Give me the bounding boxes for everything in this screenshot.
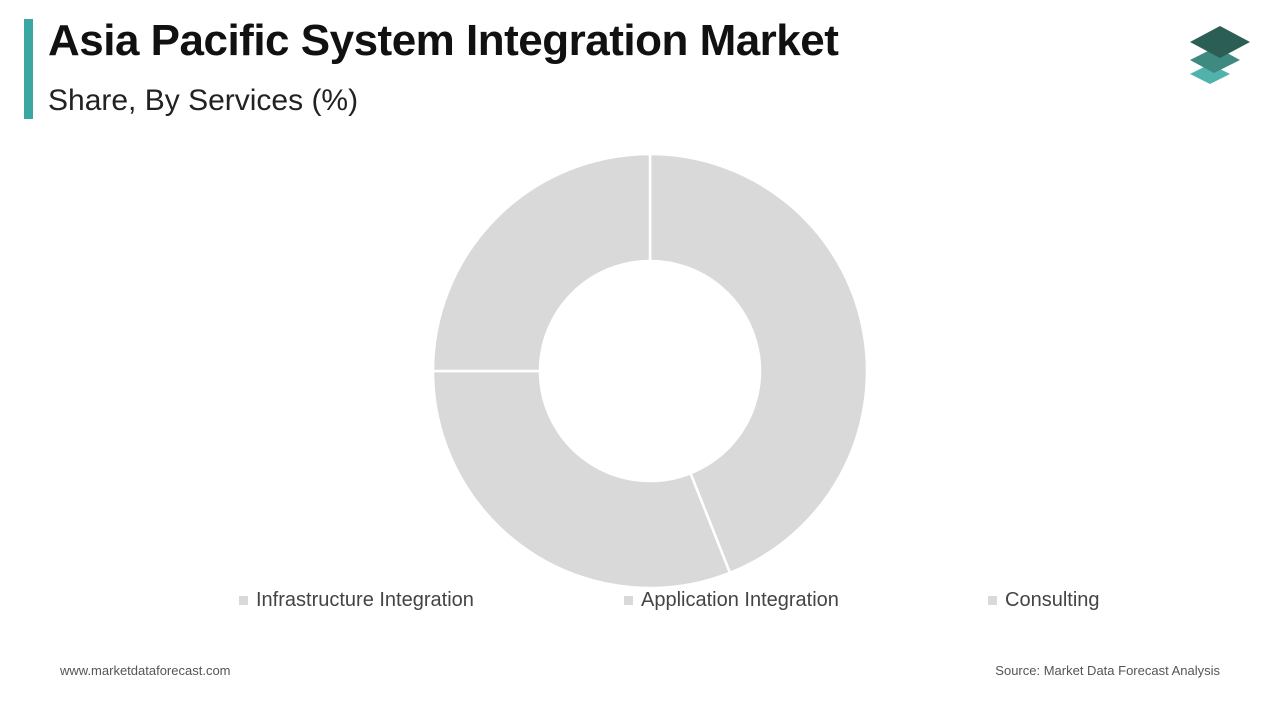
legend-item-infrastructure-integration: Infrastructure Integration xyxy=(239,589,474,612)
logo-layer-top xyxy=(1190,26,1250,58)
legend-label: Consulting xyxy=(1005,589,1100,611)
footer-website: www.marketdataforecast.com xyxy=(60,663,231,678)
legend-label: Infrastructure Integration xyxy=(256,589,474,611)
legend-item-consulting: Consulting xyxy=(988,589,1100,612)
legend-swatch xyxy=(239,596,248,605)
accent-bar xyxy=(24,19,33,119)
legend-label: Application Integration xyxy=(641,589,839,611)
donut-slice-consulting xyxy=(431,152,652,373)
stacked-layers-icon xyxy=(1190,26,1250,84)
donut-slice-application-integration xyxy=(431,369,732,590)
page-subtitle: Share, By Services (%) xyxy=(48,84,359,117)
legend-item-application-integration: Application Integration xyxy=(624,589,839,612)
page-title: Asia Pacific System Integration Market xyxy=(48,16,839,65)
legend-swatch xyxy=(624,596,633,605)
donut-slice-infrastructure-integration xyxy=(648,152,869,575)
legend-swatch xyxy=(988,596,997,605)
footer-source: Source: Market Data Forecast Analysis xyxy=(995,663,1220,678)
